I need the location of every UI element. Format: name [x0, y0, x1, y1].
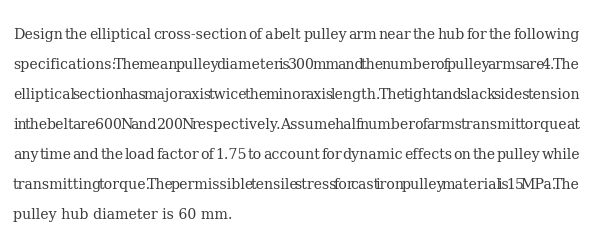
Text: are: are — [521, 58, 544, 72]
Text: transmitting: transmitting — [13, 178, 102, 192]
Text: cast: cast — [350, 178, 380, 192]
Text: arms: arms — [487, 58, 524, 72]
Text: arm: arm — [349, 28, 377, 42]
Text: dynamic: dynamic — [343, 148, 403, 162]
Text: torque: torque — [520, 118, 568, 132]
Text: 300: 300 — [288, 58, 315, 72]
Text: axis: axis — [305, 88, 334, 102]
Text: following: following — [514, 28, 580, 42]
Text: The: The — [114, 58, 141, 72]
Text: mean: mean — [138, 58, 178, 72]
Text: material: material — [441, 178, 501, 192]
Text: cross-section: cross-section — [153, 28, 247, 42]
Text: 600: 600 — [94, 118, 122, 132]
Text: are: are — [72, 118, 96, 132]
Text: elliptical: elliptical — [13, 88, 75, 102]
Text: the: the — [65, 28, 88, 42]
Text: tension: tension — [527, 88, 580, 102]
Text: stress: stress — [294, 178, 337, 192]
Text: length.: length. — [331, 88, 381, 102]
Text: The: The — [553, 178, 580, 192]
Text: belt: belt — [274, 28, 302, 42]
Text: the: the — [25, 118, 48, 132]
Text: is: is — [279, 58, 290, 72]
Text: iron: iron — [376, 178, 405, 192]
Text: pulley hub diameter is 60 mm.: pulley hub diameter is 60 mm. — [13, 208, 232, 222]
Text: specifications:: specifications: — [13, 58, 116, 72]
Text: sides: sides — [493, 88, 530, 102]
Text: and: and — [73, 148, 100, 162]
Text: 1.75: 1.75 — [215, 148, 247, 162]
Text: effects: effects — [404, 148, 452, 162]
Text: number: number — [382, 58, 438, 72]
Text: the: the — [100, 148, 123, 162]
Text: respectively.: respectively. — [192, 118, 282, 132]
Text: to: to — [248, 148, 262, 162]
Text: N: N — [120, 118, 132, 132]
Text: 4.: 4. — [542, 58, 556, 72]
Text: Design: Design — [13, 28, 63, 42]
Text: tensile: tensile — [250, 178, 298, 192]
Text: N: N — [181, 118, 193, 132]
Text: and: and — [130, 118, 157, 132]
Text: pulley: pulley — [401, 178, 445, 192]
Text: 200: 200 — [156, 118, 183, 132]
Text: in: in — [13, 118, 27, 132]
Text: half: half — [334, 118, 361, 132]
Text: on: on — [454, 148, 471, 162]
Text: slack: slack — [459, 88, 496, 102]
Text: transmit: transmit — [461, 118, 521, 132]
Text: number: number — [360, 118, 416, 132]
Text: The: The — [379, 88, 406, 102]
Text: major: major — [144, 88, 186, 102]
Text: factor: factor — [157, 148, 199, 162]
Text: for: for — [467, 28, 487, 42]
Text: for: for — [321, 148, 342, 162]
Text: the: the — [361, 58, 384, 72]
Text: account: account — [263, 148, 320, 162]
Text: Assume: Assume — [280, 118, 336, 132]
Text: is: is — [498, 178, 509, 192]
Text: permissible: permissible — [171, 178, 254, 192]
Text: and: and — [435, 88, 461, 102]
Text: pulley: pulley — [175, 58, 219, 72]
Text: diameter: diameter — [216, 58, 281, 72]
Text: hub: hub — [438, 28, 465, 42]
Text: mm: mm — [313, 58, 339, 72]
Text: arms: arms — [426, 118, 463, 132]
Text: MPa.: MPa. — [520, 178, 557, 192]
Text: torque.: torque. — [98, 178, 151, 192]
Text: axis: axis — [183, 88, 211, 102]
Text: a: a — [264, 28, 272, 42]
Text: tight: tight — [403, 88, 438, 102]
Text: of: of — [248, 28, 263, 42]
Text: load: load — [125, 148, 155, 162]
Text: any: any — [13, 148, 39, 162]
Text: time: time — [40, 148, 72, 162]
Text: and: and — [337, 58, 364, 72]
Text: the: the — [413, 28, 436, 42]
Text: the: the — [489, 28, 512, 42]
Text: the: the — [245, 88, 268, 102]
Text: at: at — [566, 118, 580, 132]
Text: pulley: pulley — [496, 148, 540, 162]
Text: minor: minor — [266, 88, 308, 102]
Text: elliptical: elliptical — [90, 28, 151, 42]
Text: of: of — [200, 148, 214, 162]
Text: pulley: pulley — [447, 58, 490, 72]
Text: section: section — [72, 88, 124, 102]
Text: The: The — [147, 178, 174, 192]
Text: 15: 15 — [506, 178, 524, 192]
Text: The: The — [553, 58, 580, 72]
Text: of: of — [414, 118, 428, 132]
Text: has: has — [122, 88, 146, 102]
Text: the: the — [473, 148, 496, 162]
Text: near: near — [379, 28, 412, 42]
Text: for: for — [333, 178, 354, 192]
Text: pulley: pulley — [303, 28, 347, 42]
Text: twice: twice — [209, 88, 247, 102]
Text: while: while — [541, 148, 580, 162]
Text: belt: belt — [47, 118, 74, 132]
Text: of: of — [435, 58, 449, 72]
